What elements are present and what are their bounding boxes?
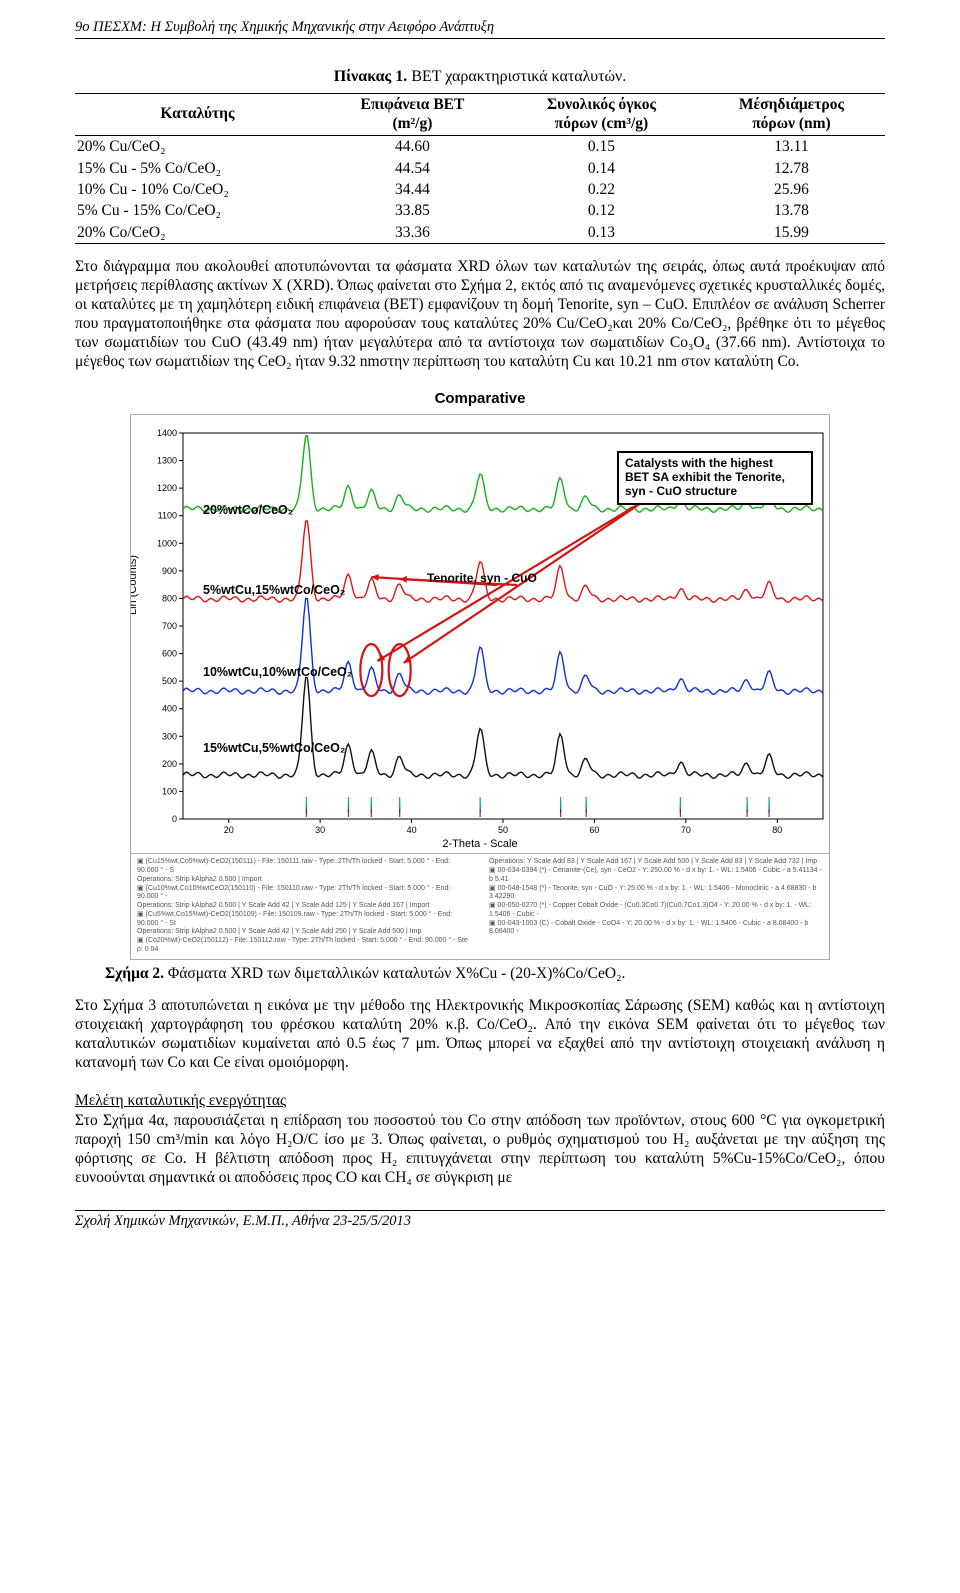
xrd-legend-line: Operations: Y Scale Add 83 | Y Scale Add…: [489, 858, 823, 867]
xrd-series-label: 10%wtCu,10%wtCo/CeO₂: [203, 665, 352, 681]
table-cell: 44.54: [320, 158, 505, 179]
svg-text:800: 800: [162, 594, 177, 604]
xrd-legend-line: ▣ (Cu15%wt,Co5%wt)-CeO2(150111) - File: …: [137, 858, 471, 876]
table-cell: 0.12: [505, 200, 698, 221]
figure2-caption-bold: Σχήμα 2.: [105, 965, 164, 982]
table-cell: 0.15: [505, 136, 698, 158]
table-cell: 25.96: [698, 179, 885, 200]
svg-text:1300: 1300: [157, 456, 177, 466]
xrd-series-label: 5%wtCu,15%wtCo/CeO₂: [203, 583, 345, 599]
table-row: 5% Cu - 15% Co/CeO₂33.850.1213.78: [75, 200, 885, 221]
bet-table: Καταλύτης Επιφάνεια BET(m²/g) Συνολικός …: [75, 93, 885, 244]
svg-text:50: 50: [498, 825, 508, 835]
svg-text:40: 40: [407, 825, 417, 835]
svg-text:1400: 1400: [157, 428, 177, 438]
svg-text:60: 60: [589, 825, 599, 835]
table-cell: 13.11: [698, 136, 885, 158]
xrd-tenorite-label: Tenorite, syn - CuO: [427, 571, 537, 586]
running-footer: Σχολή Χημικών Μηχανικών, Ε.Μ.Π., Αθήνα 2…: [75, 1210, 885, 1230]
table-cell: 12.78: [698, 158, 885, 179]
svg-text:20: 20: [224, 825, 234, 835]
table-cell: 15% Cu - 5% Co/CeO₂: [75, 158, 320, 179]
xrd-legend-line: ▣ 00-034-0394 (*) - Cerianite-(Ce), syn …: [489, 867, 823, 885]
svg-text:700: 700: [162, 621, 177, 631]
table-cell: 44.60: [320, 136, 505, 158]
th-vol: Συνολικός όγκοςπόρων (cm³/g): [505, 94, 698, 136]
table-cell: 33.36: [320, 222, 505, 244]
table-cell: 0.13: [505, 222, 698, 244]
table-cell: 0.22: [505, 179, 698, 200]
table-row: 15% Cu - 5% Co/CeO₂44.540.1412.78: [75, 158, 885, 179]
subsection-heading: Μελέτη καταλυτικής ενεργότητας: [75, 1091, 885, 1110]
xrd-legend-line: Operations: Strip kAlpha2 0.500 | Import: [137, 876, 471, 885]
table-cell: 0.14: [505, 158, 698, 179]
th-dia: Μέσηδιάμετροςπόρων (nm): [698, 94, 885, 136]
xrd-legend-line: ▣ 00-048-1548 (*) - Tenorite, syn - CuO …: [489, 885, 823, 903]
xrd-legend-line: ▣ (Co20%wt)-CeO2(150112) - File: 150112.…: [137, 937, 471, 955]
svg-text:30: 30: [315, 825, 325, 835]
table-cell: 15.99: [698, 222, 885, 244]
svg-text:1200: 1200: [157, 484, 177, 494]
xrd-legend-line: Operations: Strip kAlpha2 0.500 | Y Scal…: [137, 928, 471, 937]
svg-text:400: 400: [162, 704, 177, 714]
th-catalyst: Καταλύτης: [75, 94, 320, 136]
xrd-y-label: Lin (Counts): [130, 555, 141, 615]
figure2-caption: Σχήμα 2. Φάσματα XRD των διμεταλλικών κα…: [105, 964, 885, 983]
svg-text:100: 100: [162, 787, 177, 797]
svg-text:1000: 1000: [157, 539, 177, 549]
table-caption-bold: Πίνακας 1.: [334, 68, 408, 85]
svg-text:0: 0: [172, 814, 177, 824]
th-bet: Επιφάνεια BET(m²/g): [320, 94, 505, 136]
svg-text:1100: 1100: [158, 511, 177, 521]
paragraph-activity: Στο Σχήμα 4α, παρουσιάζεται η επίδραση τ…: [75, 1112, 885, 1188]
paragraph-sem: Στο Σχήμα 3 αποτυπώνεται η εικόνα με την…: [75, 997, 885, 1073]
table-row: 10% Cu - 10% Co/CeO₂34.440.2225.96: [75, 179, 885, 200]
xrd-figure: Comparative 0 100 200 300 400 500 600 700 800 900…: [130, 390, 830, 960]
paragraph-xrd-intro: Στο διάγραμμα που ακολουθεί αποτυπώνοντα…: [75, 258, 885, 371]
svg-text:600: 600: [162, 649, 177, 659]
table-cell: 20% Cu/CeO₂: [75, 136, 320, 158]
figure2-caption-rest: Φάσματα XRD των διμεταλλικών καταλυτών X…: [164, 965, 625, 982]
svg-text:70: 70: [681, 825, 691, 835]
table-cell: 20% Co/CeO₂: [75, 222, 320, 244]
xrd-legend-line: ▣ 00-050-0270 (*) - Copper Cobalt Oxide …: [489, 902, 823, 920]
table-row: 20% Co/CeO₂33.360.1315.99: [75, 222, 885, 244]
xrd-plot-area: 0 100 200 300 400 500 600 700 800 900 1000 1100 1200…: [130, 414, 830, 854]
xrd-legend-line: ▣ 00-043-1003 (C) - Cobalt Oxide - CoO4 …: [489, 920, 823, 938]
running-header: 9ο ΠΕΣΧΜ: Η Συμβολή της Χημικής Μηχανική…: [75, 18, 885, 39]
xrd-legend: ▣ (Cu15%wt,Co5%wt)-CeO2(150111) - File: …: [130, 853, 830, 959]
xrd-series-label: 20%wtCo/CeO₂: [203, 503, 293, 519]
table-caption-rest: BET χαρακτηριστικά καταλυτών.: [407, 68, 626, 85]
table-cell: 5% Cu - 15% Co/CeO₂: [75, 200, 320, 221]
table-row: 20% Cu/CeO₂44.600.1513.11: [75, 136, 885, 158]
xrd-legend-line: ▣ (Cu5%wt,Co15%wt)-CeO2(150109) - File: …: [137, 911, 471, 929]
svg-text:200: 200: [162, 759, 177, 769]
svg-text:900: 900: [162, 566, 177, 576]
xrd-figure-title: Comparative: [130, 390, 830, 409]
xrd-series-label: 15%wtCu,5%wtCo/CeO₂: [203, 741, 345, 757]
table-cell: 34.44: [320, 179, 505, 200]
table-cell: 33.85: [320, 200, 505, 221]
xrd-callout-box: Catalysts with the highestBET SA exhibit…: [617, 451, 813, 504]
svg-text:300: 300: [162, 732, 177, 742]
xrd-x-label: 2-Theta - Scale: [131, 838, 829, 852]
xrd-legend-line: ▣ (Cu10%wt,Co10%wtCeO2(150110) - File: 1…: [137, 885, 471, 903]
xrd-legend-line: Operations: Strip kAlpha2 0.500 | Y Scal…: [137, 902, 471, 911]
table-caption: Πίνακας 1. BET χαρακτηριστικά καταλυτών.: [75, 67, 885, 87]
svg-text:500: 500: [162, 677, 177, 687]
table-cell: 10% Cu - 10% Co/CeO₂: [75, 179, 320, 200]
svg-text:80: 80: [772, 825, 782, 835]
table-cell: 13.78: [698, 200, 885, 221]
